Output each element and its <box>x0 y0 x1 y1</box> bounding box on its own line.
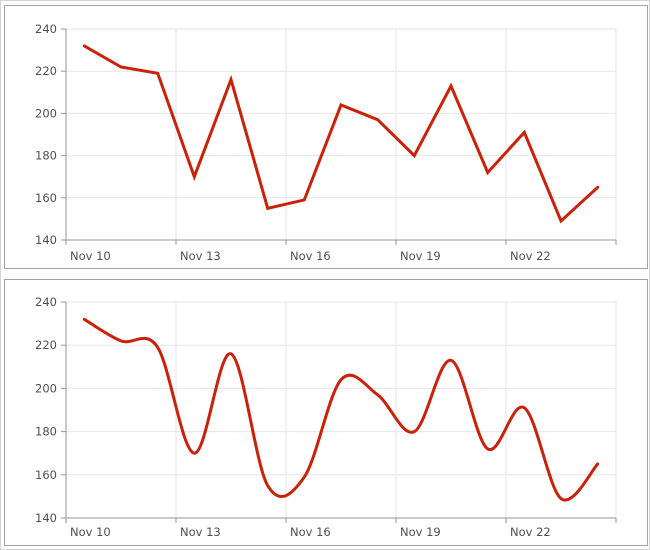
y-axis-label: 180 <box>35 149 57 163</box>
line-chart-panel: 140 160 180 200 220 240 Nov 10 Nov 13 Nov 16 Nov … <box>4 5 648 269</box>
x-axis-label: Nov 13 <box>180 525 221 539</box>
y-axis-label: 140 <box>35 233 57 247</box>
line-series-line <box>82 44 600 224</box>
y-axis-label: 240 <box>35 22 57 36</box>
y-axis-label: 200 <box>35 106 57 120</box>
x-axis-label: Nov 19 <box>400 525 441 539</box>
y-axis-label: 160 <box>35 191 57 205</box>
y-axis-label: 220 <box>35 338 57 352</box>
x-axis-label: Nov 10 <box>70 525 111 539</box>
spline-chart: 140 160 180 200 220 240 Nov 10 Nov 13 Nov 16 Nov … <box>35 295 617 539</box>
x-axis-label: Nov 13 <box>180 249 221 263</box>
y-axis-label: 180 <box>35 425 57 439</box>
x-axis-label: Nov 19 <box>400 249 441 263</box>
x-axis-label: Nov 22 <box>510 249 551 263</box>
spline-chart-panel: 140 160 180 200 220 240 Nov 10 Nov 13 Nov 16 Nov … <box>4 279 648 546</box>
x-axis-label: Nov 10 <box>70 249 111 263</box>
y-axis-label: 160 <box>35 468 57 482</box>
y-axis-label: 220 <box>35 64 57 78</box>
y-axis-label: 240 <box>35 295 57 309</box>
x-axis-label: Nov 16 <box>290 249 331 263</box>
y-axis-label: 140 <box>35 511 57 525</box>
y-axis-label: 200 <box>35 381 57 395</box>
line-chart: 140 160 180 200 220 240 Nov 10 Nov 13 Nov 16 Nov … <box>35 22 617 263</box>
x-axis-label: Nov 22 <box>510 525 551 539</box>
spline-series-line <box>82 317 600 502</box>
x-axis-label: Nov 16 <box>290 525 331 539</box>
